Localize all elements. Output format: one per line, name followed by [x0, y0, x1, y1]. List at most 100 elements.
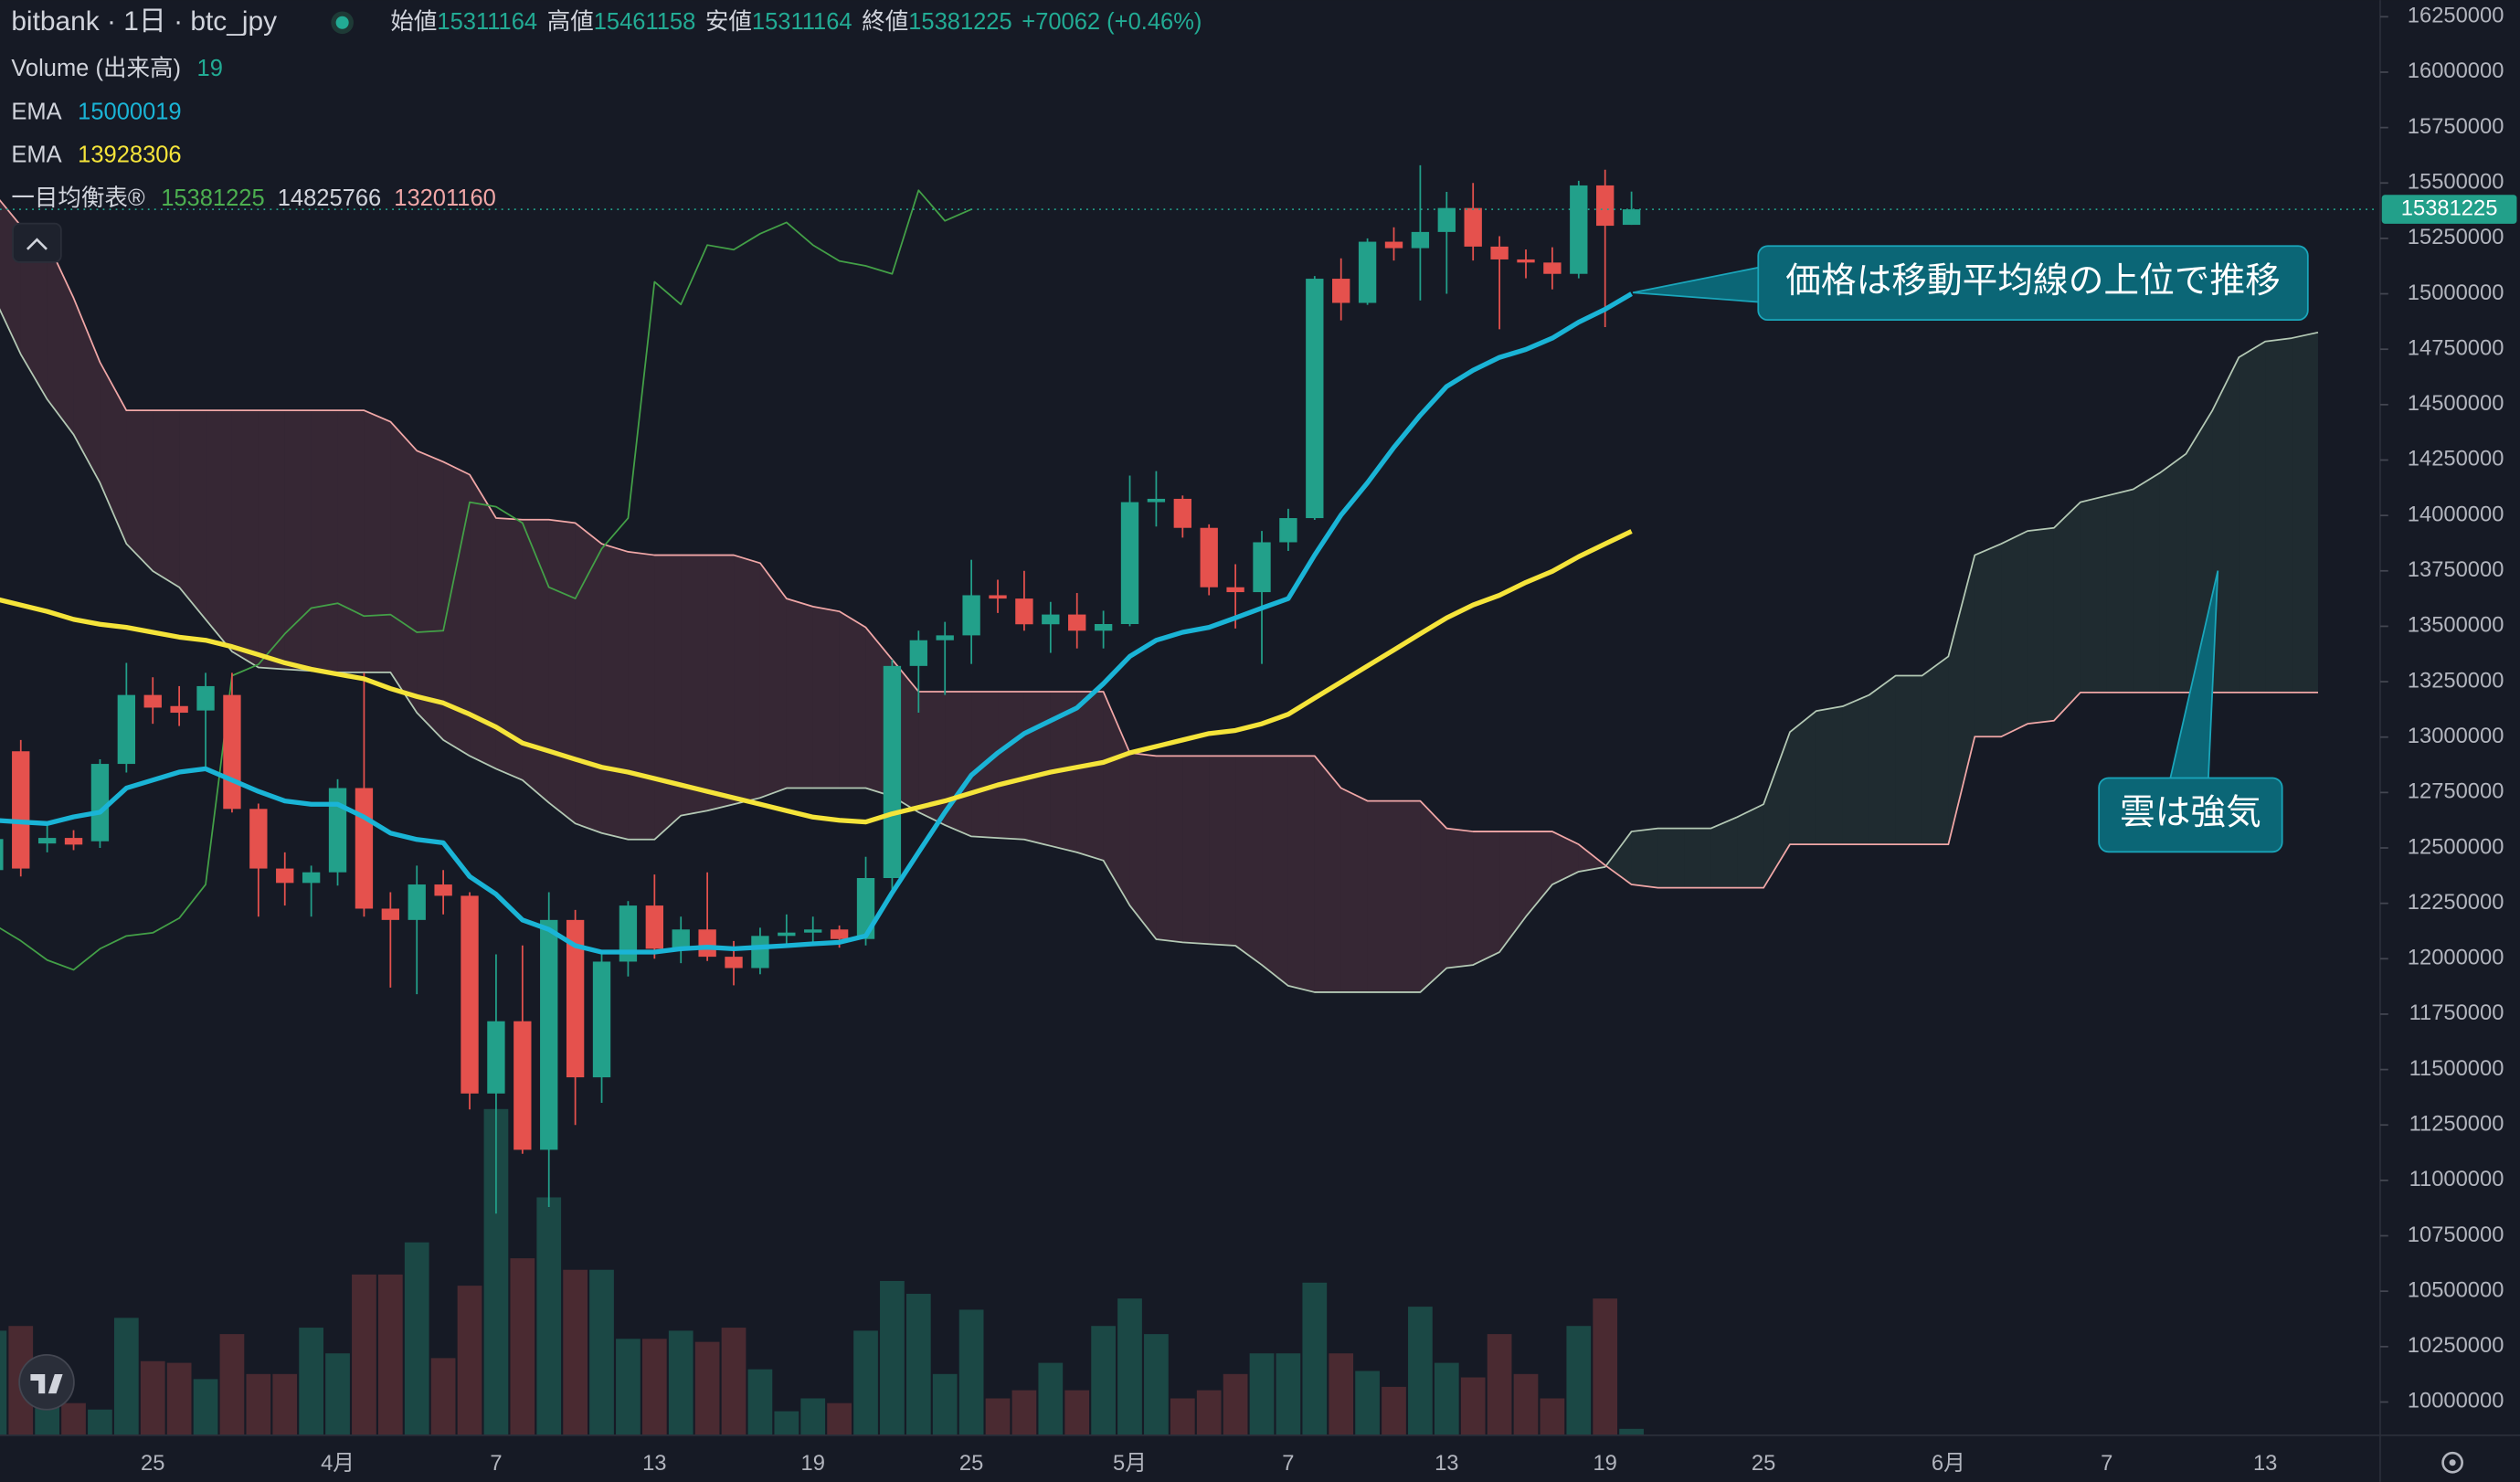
y-tick-label: 14000000 [2408, 503, 2504, 526]
volume-bar [299, 1328, 324, 1435]
volume-bar [747, 1369, 773, 1435]
cloud [1842, 694, 1869, 845]
x-tick-label: 6月 [1932, 1452, 1965, 1476]
cloud [495, 518, 523, 780]
volume-bar [1170, 1398, 1195, 1435]
cloud [153, 410, 180, 588]
y-tick-label: 12250000 [2408, 891, 2504, 915]
volume-bar [1064, 1390, 1090, 1435]
y-tick-label: 11500000 [2409, 1057, 2504, 1081]
volume-bar [219, 1334, 245, 1435]
ohlc-value: 15461158 [594, 8, 696, 34]
x-tick-label: 7 [2101, 1452, 2112, 1476]
callout-box [2098, 777, 2283, 853]
volume-bar [272, 1373, 298, 1435]
volume-bar [827, 1403, 852, 1435]
volume-bar [1144, 1334, 1169, 1435]
x-tick-label: 5月 [1113, 1452, 1147, 1476]
plot-area [0, 164, 2379, 1435]
cloud [2159, 453, 2186, 693]
candle-body [1358, 241, 1377, 303]
candle-body [1543, 262, 1562, 274]
cloud [1499, 831, 1526, 953]
volume-bar [1355, 1371, 1380, 1435]
symbol-title: bitbank · 1日 · btc_jpy [11, 6, 277, 37]
logo[interactable] [18, 1354, 75, 1411]
volume-bar [1593, 1298, 1618, 1435]
candle-body [645, 905, 663, 949]
y-tick-label: 10500000 [2408, 1278, 2504, 1302]
legend-value: 15000019 [78, 99, 181, 124]
cloud [390, 421, 418, 714]
y-tick-label: 15750000 [2408, 115, 2504, 139]
cloud [734, 555, 760, 805]
candle-body [778, 932, 796, 937]
cloud [1129, 752, 1157, 939]
x-tick-label: 13 [2253, 1452, 2277, 1476]
candle-body [1490, 246, 1509, 259]
cloud [364, 410, 391, 672]
cloud [258, 410, 285, 670]
volume-bar [1117, 1298, 1142, 1435]
ohlc-label: 高値 [547, 8, 594, 34]
volume-bar [958, 1309, 984, 1435]
volume-bar [774, 1411, 799, 1435]
volume-bar [325, 1353, 350, 1435]
candle-body [170, 705, 188, 714]
candle-body [1622, 209, 1641, 226]
volume-bar [800, 1398, 826, 1435]
settings-icon[interactable] [2441, 1451, 2463, 1474]
legend-ichimoku: 一目均衡表® 15381225 14825766 13201160 [11, 185, 496, 211]
y-tick-label: 15250000 [2408, 226, 2504, 249]
candle-body [592, 961, 611, 1078]
x-tick-label: 25 [141, 1452, 164, 1476]
cloud [1420, 800, 1447, 992]
volume-bar [1513, 1373, 1539, 1435]
candle-body [989, 595, 1007, 599]
change: +70062 (+0.46%) [1022, 8, 1202, 34]
cloud [1340, 788, 1368, 992]
axes: 10000000 10250000 10500000 10750000 11000000… [0, 5, 2517, 1476]
cloud [73, 298, 101, 483]
cloud [1209, 756, 1236, 946]
candle-body [64, 838, 83, 845]
candle-body [143, 694, 162, 708]
candle-body [619, 905, 638, 962]
y-tick-label: 13000000 [2408, 725, 2504, 748]
cloud [311, 410, 338, 672]
candle-body [12, 751, 30, 869]
cloud [206, 410, 232, 652]
candle-body [196, 685, 215, 711]
volume-bar [641, 1339, 667, 1435]
ohlc-row: 始値15311164 高値15461158 安値15311164 終値15381… [390, 8, 1202, 34]
candle-body [1042, 614, 1060, 625]
cloud [47, 241, 74, 435]
candle-body [1173, 498, 1191, 528]
collapse-button[interactable] [12, 222, 62, 263]
cloud [2001, 531, 2028, 737]
cloud [1262, 756, 1288, 986]
cloud [2028, 527, 2054, 725]
volume-bar [668, 1330, 694, 1435]
y-tick-label: 15000000 [2408, 281, 2504, 305]
volume-bar [1382, 1386, 1406, 1435]
volume-bar [1249, 1353, 1275, 1435]
candle-body [1332, 279, 1350, 303]
cloud [654, 555, 682, 840]
candle-body [1200, 527, 1218, 588]
cloud [601, 544, 629, 840]
y-tick-label: 15500000 [2408, 171, 2504, 195]
candle-body [1411, 231, 1430, 249]
cloud [470, 474, 496, 769]
candle-body [698, 929, 716, 958]
status-dot [335, 16, 349, 29]
cloud [2133, 472, 2160, 693]
cloud [1710, 817, 1738, 888]
x-tick-label: 13 [1435, 1452, 1458, 1476]
cloud [231, 410, 259, 668]
ohlc-value: 15311164 [752, 8, 852, 34]
cloud [1657, 828, 1685, 888]
legend-name: EMA [11, 99, 61, 124]
